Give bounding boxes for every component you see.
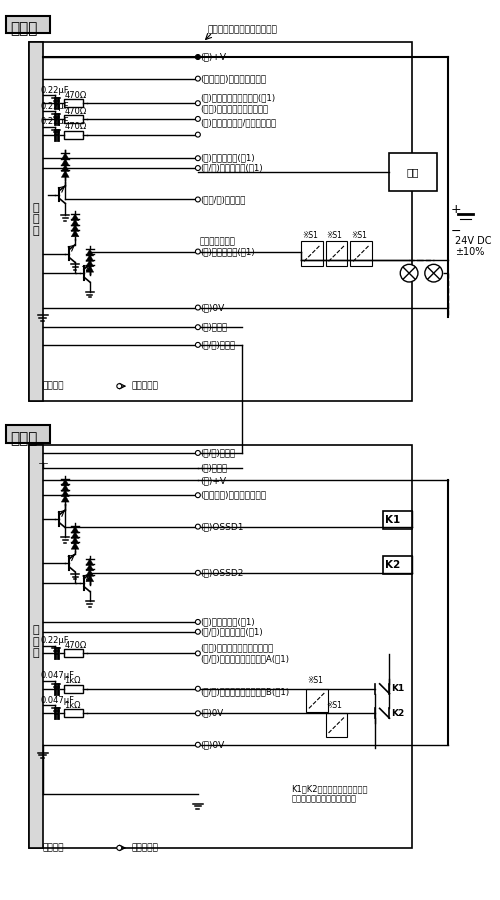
Polygon shape <box>71 219 79 226</box>
Text: K1、K2：強制ガイド式リレー
またはマグネットコンタクタ: K1、K2：強制ガイド式リレー またはマグネットコンタクタ <box>291 784 368 804</box>
Text: 470Ω: 470Ω <box>64 106 86 115</box>
Text: 投光器: 投光器 <box>10 21 38 36</box>
Polygon shape <box>86 570 94 576</box>
Bar <box>64 115 83 122</box>
Polygon shape <box>71 543 79 549</box>
Bar <box>64 709 83 717</box>
Text: (茶)+V: (茶)+V <box>200 476 226 485</box>
Text: ※S1: ※S1 <box>351 231 367 240</box>
Text: K1: K1 <box>392 684 404 693</box>
Circle shape <box>196 651 200 656</box>
Polygon shape <box>86 255 94 261</box>
Circle shape <box>196 76 200 81</box>
Text: ※S1: ※S1 <box>326 231 342 240</box>
Bar <box>29 446 412 848</box>
Text: −: − <box>450 225 461 238</box>
Bar <box>6 426 50 443</box>
Text: ※S1: ※S1 <box>307 677 323 686</box>
Text: ミューティング
(赤)ランプ出力(注1): ミューティング (赤)ランプ出力(注1) <box>200 237 254 256</box>
Polygon shape <box>71 532 79 538</box>
Circle shape <box>196 325 200 329</box>
Text: 接続ケーブルのリード線の色: 接続ケーブルのリード線の色 <box>208 25 278 34</box>
Text: 0.22μF: 0.22μF <box>40 117 70 126</box>
Text: (黄緑/黒)補助出力: (黄緑/黒)補助出力 <box>200 195 245 204</box>
Text: (灰)干渉防止＋(注1): (灰)干渉防止＋(注1) <box>200 617 254 626</box>
Polygon shape <box>86 260 94 266</box>
Circle shape <box>196 619 200 625</box>
Circle shape <box>425 265 442 282</box>
Circle shape <box>196 197 200 202</box>
Bar <box>29 42 412 401</box>
Bar <box>306 688 328 712</box>
Text: 0.047μF: 0.047μF <box>40 696 74 705</box>
Text: (白)OSSD2: (白)OSSD2 <box>200 568 243 577</box>
Circle shape <box>196 342 200 347</box>
Circle shape <box>196 132 200 137</box>
Text: (灰/黒)干渉防止－(注1): (灰/黒)干渉防止－(注1) <box>200 164 262 173</box>
Polygon shape <box>86 559 94 565</box>
Polygon shape <box>86 564 94 571</box>
Text: 負荷: 負荷 <box>407 167 420 177</box>
Text: (シールド)出力極性設定線: (シールド)出力極性設定線 <box>200 74 266 83</box>
Text: K2: K2 <box>384 560 400 570</box>
Polygon shape <box>62 158 69 166</box>
Polygon shape <box>62 490 69 497</box>
Circle shape <box>196 116 200 122</box>
Text: (青)0V: (青)0V <box>200 709 223 718</box>
Polygon shape <box>62 165 69 172</box>
Text: 1kΩ: 1kΩ <box>64 677 81 686</box>
Circle shape <box>196 492 200 498</box>
Text: (橙/黒)同期－: (橙/黒)同期－ <box>200 340 235 349</box>
Polygon shape <box>86 575 94 581</box>
Text: (茶)+V: (茶)+V <box>200 52 226 61</box>
Text: 0.22μF: 0.22μF <box>40 86 70 94</box>
Text: (空/黒)ミューティング入力B(注1): (空/黒)ミューティング入力B(注1) <box>200 688 289 697</box>
Text: (橙)同期＋: (橙)同期＋ <box>200 464 227 472</box>
Text: (桃)投光停止入力/リセット入力: (桃)投光停止入力/リセット入力 <box>200 118 276 127</box>
Text: (灰/黒)干渉防止－(注1): (灰/黒)干渉防止－(注1) <box>200 627 262 636</box>
Circle shape <box>196 451 200 455</box>
Circle shape <box>196 629 200 634</box>
Text: 470Ω: 470Ω <box>64 641 86 650</box>
Text: ※S1: ※S1 <box>326 701 342 710</box>
Text: (青)0V: (青)0V <box>200 740 224 749</box>
Circle shape <box>196 249 200 254</box>
Bar <box>382 511 412 528</box>
Circle shape <box>117 845 121 850</box>
Text: 0.22μF: 0.22μF <box>40 102 70 111</box>
Text: K1: K1 <box>384 515 400 525</box>
Text: (シールド)出力極性設定線: (シールド)出力極性設定線 <box>200 491 266 500</box>
Bar <box>29 42 42 401</box>
Text: 内部回路: 内部回路 <box>42 843 64 852</box>
Polygon shape <box>62 153 69 159</box>
Bar <box>29 446 42 848</box>
Circle shape <box>196 524 200 529</box>
Bar <box>64 685 83 693</box>
Polygon shape <box>86 249 94 256</box>
Polygon shape <box>62 170 69 177</box>
Text: 主
回
路: 主 回 路 <box>32 625 39 658</box>
Polygon shape <box>71 526 79 533</box>
Text: (灰)干渉防止＋(注1): (灰)干渉防止＋(注1) <box>200 154 254 163</box>
Text: 1kΩ: 1kΩ <box>64 701 81 710</box>
Text: 24V DC
±10%: 24V DC ±10% <box>456 236 492 257</box>
Text: (橙/黒)同期－: (橙/黒)同期－ <box>200 448 235 457</box>
Bar <box>6 16 50 33</box>
Text: (黄緑)外部デバイスモニタ入力
(空/白)ミューティング入力A(注1): (黄緑)外部デバイスモニタ入力 (空/白)ミューティング入力A(注1) <box>200 644 289 663</box>
Bar <box>390 153 436 191</box>
Polygon shape <box>71 537 79 544</box>
Polygon shape <box>71 224 79 231</box>
Circle shape <box>196 305 200 310</box>
Text: (黄)オーバーライド入力(注1)
(薄紫)インタロック設定入力: (黄)オーバーライド入力(注1) (薄紫)インタロック設定入力 <box>200 94 275 112</box>
Bar <box>301 240 322 266</box>
Text: ※S1: ※S1 <box>302 231 318 240</box>
Text: 受光器: 受光器 <box>10 431 38 446</box>
Text: (黒)OSSD1: (黒)OSSD1 <box>200 522 244 531</box>
Text: 470Ω: 470Ω <box>64 91 86 100</box>
Bar <box>64 99 83 107</box>
Bar <box>64 130 83 139</box>
Circle shape <box>196 156 200 161</box>
Polygon shape <box>62 479 69 486</box>
Polygon shape <box>71 213 79 220</box>
Circle shape <box>196 711 200 716</box>
